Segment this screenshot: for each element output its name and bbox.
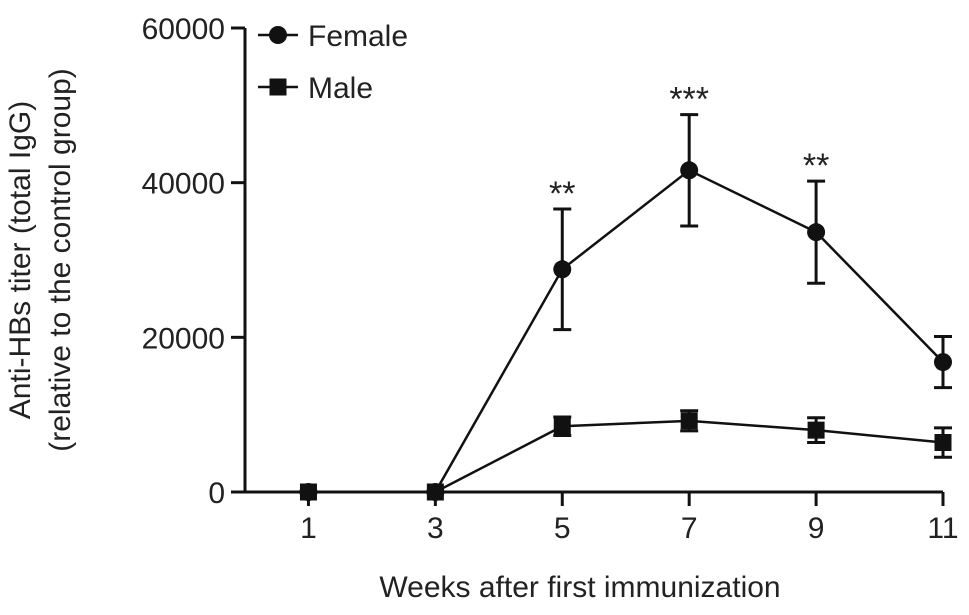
- data-point: [299, 483, 317, 501]
- data-point: [426, 483, 444, 501]
- data-point: [553, 260, 572, 279]
- y-tick-label: 0: [208, 477, 225, 510]
- axes: 0 20000 40000 60000 1 3 5 7 9 11: [142, 13, 959, 545]
- y-tick-label: 60000: [142, 13, 225, 46]
- y-axis-title: Anti-HBs titer (total IgG) (relative to …: [4, 68, 77, 452]
- y-axis-title-line-1: Anti-HBs titer (total IgG): [4, 101, 37, 419]
- annotation-layer: *******: [549, 81, 829, 213]
- x-tick-label: 7: [681, 512, 698, 545]
- legend-marker: [269, 78, 287, 96]
- legend: Female Male: [258, 20, 408, 105]
- y-tick-label: 40000: [142, 168, 225, 201]
- x-tick-label: 11: [927, 512, 958, 545]
- series-line: [308, 419, 944, 494]
- data-point: [807, 421, 825, 439]
- x-tick-label: 3: [427, 512, 444, 545]
- y-tick-label: 20000: [142, 322, 225, 355]
- y-axis-title-line-2: (relative to the control group): [44, 68, 77, 452]
- x-tick-label: 5: [554, 512, 571, 545]
- significance-label: **: [803, 147, 829, 185]
- legend-marker: [269, 26, 287, 44]
- series-line: [308, 168, 944, 494]
- series-female: [299, 113, 952, 501]
- data-point: [807, 223, 826, 242]
- x-axis-title: Weeks after first immunization: [379, 571, 780, 604]
- data-point: [553, 417, 571, 435]
- legend-label: Female: [308, 20, 408, 53]
- data-point: [934, 353, 952, 372]
- significance-label: **: [549, 175, 575, 213]
- legend-label: Male: [308, 72, 373, 105]
- data-point: [934, 434, 952, 452]
- significance-label: ***: [669, 81, 709, 119]
- series-layer: [299, 113, 952, 501]
- series-male: [299, 409, 952, 501]
- data-point: [680, 412, 698, 430]
- x-tick-label: 1: [300, 512, 317, 545]
- data-point: [680, 161, 699, 180]
- x-tick-label: 9: [808, 512, 825, 545]
